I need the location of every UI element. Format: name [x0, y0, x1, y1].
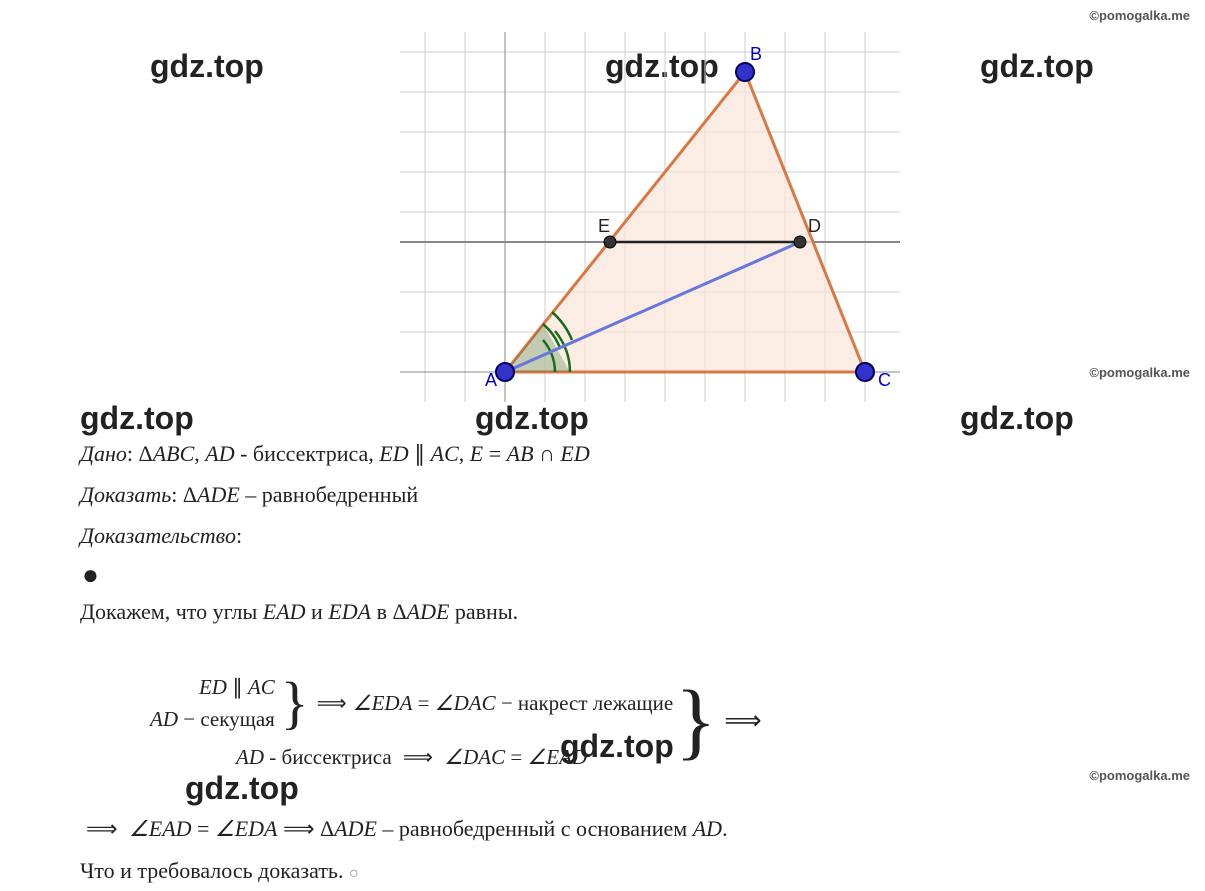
- implies-icon: ⟹: [317, 691, 347, 716]
- given-label: Дано: [80, 441, 127, 466]
- label-c: C: [878, 370, 891, 390]
- watermark-copyright-mid: ©pomogalka.me: [1089, 365, 1190, 380]
- step1-line: Докажем, что углы EAD и EDA в ΔADE равны…: [80, 594, 1180, 629]
- watermark-gdz-5: gdz.top: [475, 400, 589, 437]
- label-a: A: [485, 370, 497, 390]
- circle-icon: ○: [349, 865, 359, 882]
- watermark-copyright-bottom: ©pomogalka.me: [1089, 768, 1190, 783]
- conclusion-line: ⟹ ∠EAD = ∠EDA ⟹ ΔADE – равнобедренный с …: [80, 812, 1180, 845]
- proof-heading: Доказательство:: [80, 518, 1180, 553]
- watermark-copyright-top: ©pomogalka.me: [1089, 8, 1190, 23]
- implies-icon-3: ⟹: [724, 706, 761, 736]
- bullet-icon: ●: [82, 562, 1180, 590]
- watermark-gdz-6: gdz.top: [960, 400, 1074, 437]
- geometry-diagram: A B C E D: [400, 32, 900, 402]
- brace-outer-icon: }: [675, 682, 716, 759]
- prove-label: Доказать: [80, 482, 171, 507]
- proof-derivation: ED ∥ AC AD − секущая } ⟹ ∠EDA = ∠DAC − н…: [80, 672, 1195, 770]
- watermark-gdz-1: gdz.top: [150, 48, 264, 85]
- watermark-gdz-8: gdz.top: [185, 770, 299, 807]
- proof-text-block: Дано: ΔABC, AD - биссектриса, ED ∥ AC, E…: [80, 436, 1180, 635]
- brace-icon: }: [281, 677, 309, 729]
- implies-icon-2: ⟹: [403, 745, 433, 769]
- watermark-gdz-3: gdz.top: [980, 48, 1094, 85]
- label-b: B: [750, 44, 762, 64]
- label-e: E: [598, 216, 610, 236]
- watermark-gdz-4: gdz.top: [80, 400, 194, 437]
- prove-line: Доказать: ΔADE – равнобедренный: [80, 477, 1180, 512]
- qed-line: Что и требовалось доказать. ○: [80, 858, 359, 884]
- label-d: D: [808, 216, 821, 236]
- given-line: Дано: ΔABC, AD - биссектриса, ED ∥ AC, E…: [80, 436, 1180, 471]
- implies-icon-4: ⟹: [86, 816, 123, 841]
